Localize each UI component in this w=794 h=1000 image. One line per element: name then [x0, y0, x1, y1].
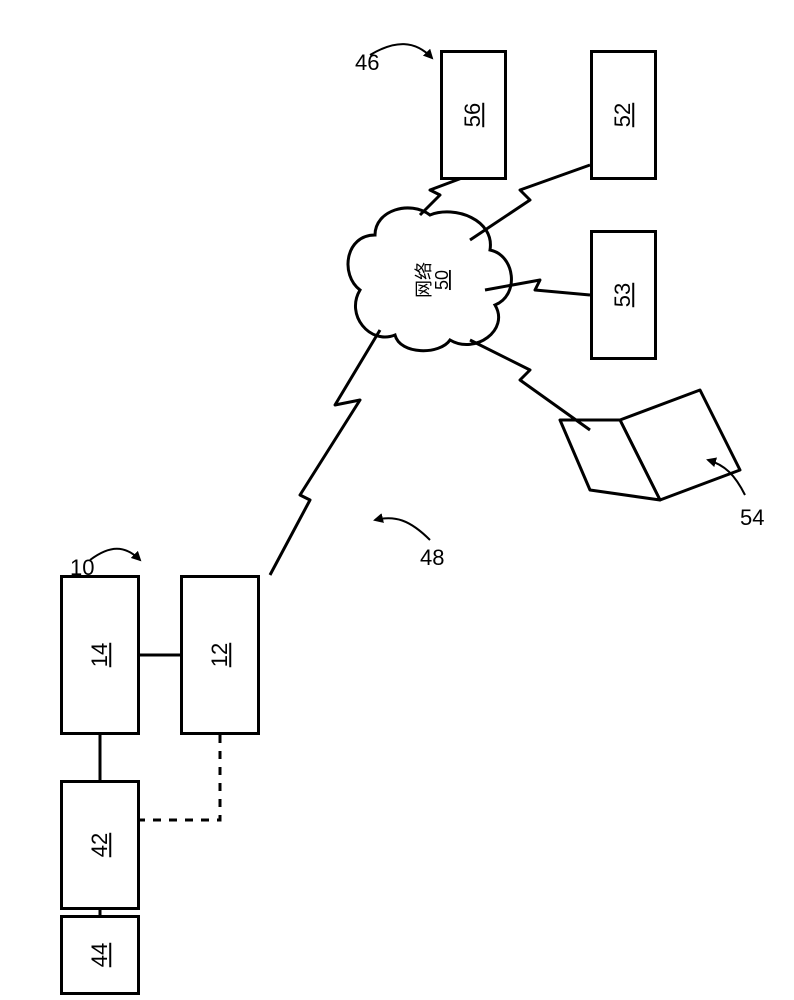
node-label-n44: 44: [87, 943, 113, 967]
ref-arrow-54: [708, 460, 745, 495]
node-label-n42: 42: [87, 833, 113, 857]
bolt-cloud-n53: [485, 280, 590, 295]
node-label-n52: 52: [610, 103, 636, 127]
ref-arrow-48: [375, 518, 430, 540]
node-n14: 14: [60, 575, 140, 735]
node-n52: 52: [590, 50, 657, 180]
ref-arrow-10: [90, 549, 140, 560]
bolt-n12-cloud: [270, 330, 380, 575]
ref-label-46: 46: [355, 50, 379, 76]
node-n12: 12: [180, 575, 260, 735]
edge-dashed-n12-n42: [140, 735, 220, 820]
cloud-label: 网络: [414, 262, 434, 298]
node-n56: 56: [440, 50, 507, 180]
ref-label-48: 48: [420, 545, 444, 571]
bolt-cloud-n56: [420, 175, 470, 215]
cloud-label-num: 50: [432, 270, 452, 290]
node-label-n12: 12: [207, 643, 233, 667]
node-n42: 42: [60, 780, 140, 910]
node-n53: 53: [590, 230, 657, 360]
node-label-n14: 14: [87, 643, 113, 667]
ref-label-10: 10: [70, 555, 94, 581]
node-label-n56: 56: [460, 103, 486, 127]
node-n44: 44: [60, 915, 140, 995]
laptop-screen: [620, 390, 740, 500]
node-label-n53: 53: [610, 283, 636, 307]
ref-label-54: 54: [740, 505, 764, 531]
laptop-base: [560, 420, 660, 500]
cloud-network: [348, 208, 511, 351]
bolt-cloud-laptop: [470, 340, 590, 430]
